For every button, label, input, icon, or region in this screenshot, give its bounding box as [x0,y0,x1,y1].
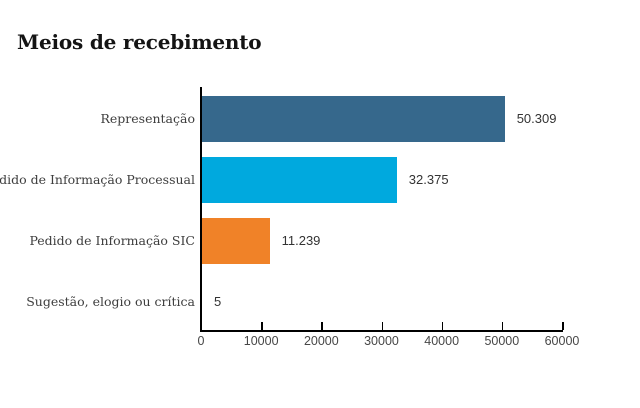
category-label: Representação [100,111,195,126]
x-tick-label: 60000 [544,334,580,348]
value-label: 11.239 [281,233,321,248]
x-tick-label: 30000 [364,334,399,348]
category-label: Pedido de Informação Processual [0,172,195,187]
value-label: 50.309 [516,111,557,126]
bar [202,218,270,264]
x-tick [501,322,504,330]
category-label: Pedido de Informação SIC [29,233,195,248]
x-tick-label: 50000 [484,334,520,348]
bar [202,157,397,203]
category-label: Sugestão, elogio ou crítica [26,294,195,309]
x-tick-label: 10000 [243,334,279,348]
chart-title: Meios de recebimento [17,30,262,54]
x-tick [441,322,444,330]
value-label: 5 [214,294,222,309]
x-tick-label: 20000 [303,334,339,348]
x-tick [321,322,323,330]
x-tick-label: 40000 [424,334,460,348]
x-tick [381,322,383,330]
x-axis-line [200,330,563,332]
x-tick [562,322,564,330]
y-axis-line [200,87,202,331]
bar [202,96,505,142]
value-label: 32.375 [408,172,449,187]
x-tick-label: 0 [197,334,205,348]
x-tick [261,322,263,330]
